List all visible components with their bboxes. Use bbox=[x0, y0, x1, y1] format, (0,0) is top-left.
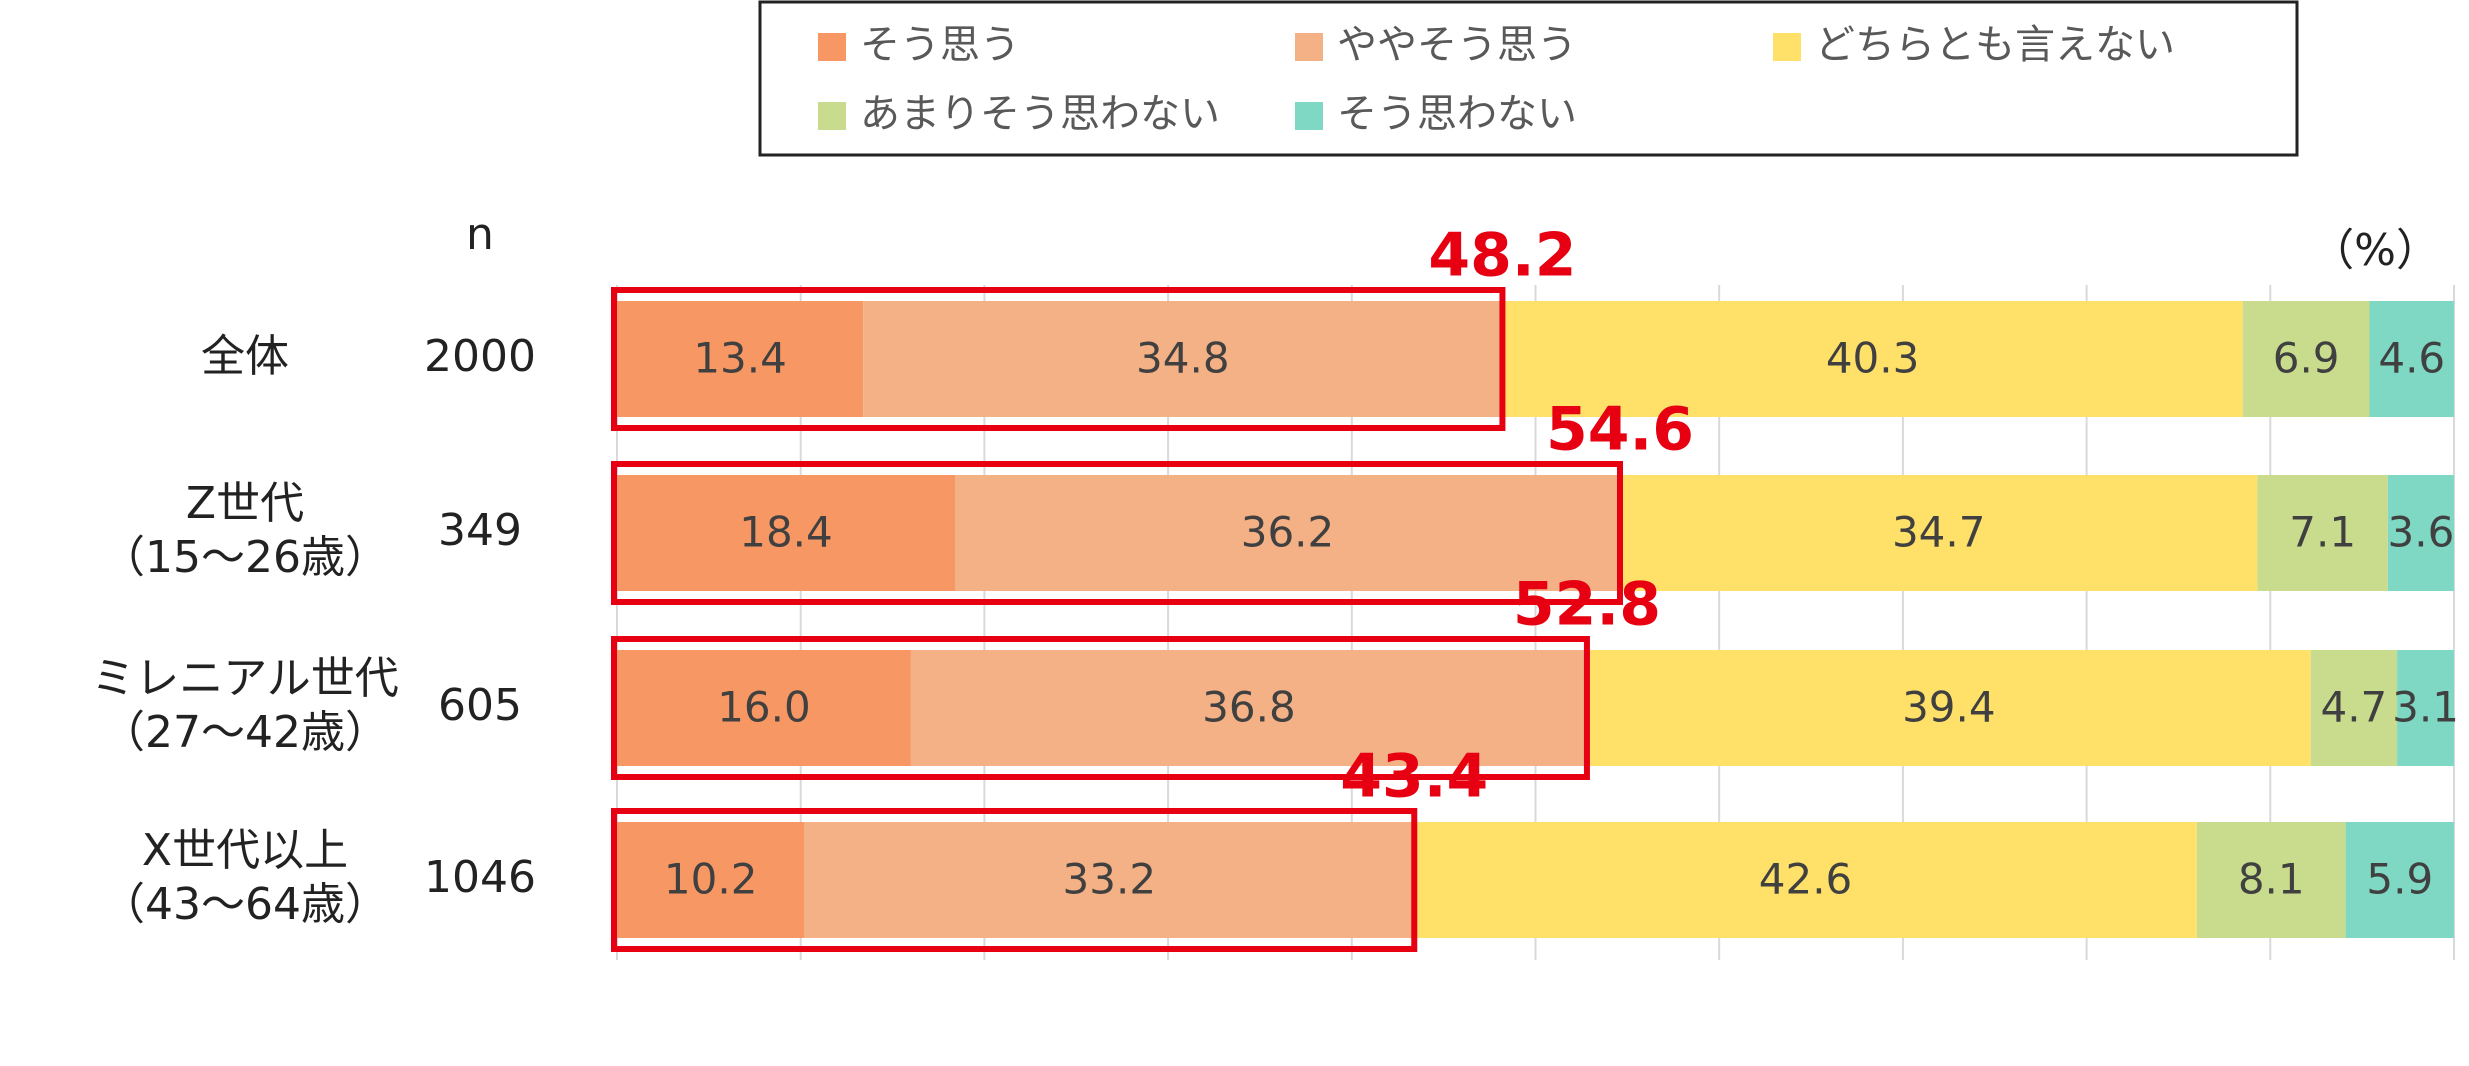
bar-segment bbox=[2369, 301, 2454, 417]
bar-segment bbox=[2196, 822, 2346, 938]
bar-segment bbox=[617, 301, 864, 417]
bar-segment bbox=[2257, 475, 2388, 591]
legend-swatch bbox=[818, 33, 846, 61]
category-label: （15〜26歳） bbox=[101, 532, 389, 583]
highlight-total: 43.4 bbox=[1340, 742, 1488, 812]
n-value: 1046 bbox=[424, 852, 536, 903]
bar-segment bbox=[2397, 650, 2454, 766]
value-label: 3.1 bbox=[2392, 683, 2459, 732]
value-label: 4.6 bbox=[2378, 334, 2445, 383]
n-value: 605 bbox=[438, 680, 522, 731]
value-label: 4.7 bbox=[2320, 683, 2387, 732]
value-label: 36.2 bbox=[1241, 508, 1335, 557]
highlight-box bbox=[611, 461, 1624, 605]
n-value: 2000 bbox=[424, 331, 536, 382]
bar-segment bbox=[617, 475, 956, 591]
value-label: 34.8 bbox=[1136, 334, 1230, 383]
bar-segment bbox=[1586, 650, 2311, 766]
bar-segment bbox=[910, 650, 1587, 766]
bar-segment bbox=[955, 475, 1621, 591]
bar-segment bbox=[2387, 475, 2454, 591]
bar-segment bbox=[2242, 301, 2370, 417]
highlight-total: 48.2 bbox=[1428, 221, 1576, 291]
unit-label: （%） bbox=[2310, 225, 2440, 276]
legend-swatch bbox=[1295, 33, 1323, 61]
highlight-box bbox=[611, 636, 1590, 780]
highlight-box bbox=[611, 808, 1418, 952]
category-label: Z世代 bbox=[186, 478, 304, 529]
value-label: 10.2 bbox=[664, 855, 758, 904]
legend-label: あまりそう思わない bbox=[860, 91, 1220, 137]
legend-box bbox=[758, 0, 2299, 157]
bar-segment bbox=[1502, 301, 2243, 417]
bar-segment bbox=[617, 650, 911, 766]
category-label: ミレニアル世代 bbox=[91, 653, 399, 704]
legend-label: ややそう思う bbox=[1337, 22, 1577, 68]
highlight-box bbox=[611, 287, 1506, 431]
bar-segment bbox=[2345, 822, 2454, 938]
category-label: （43〜64歳） bbox=[101, 879, 389, 930]
category-label: （27〜42歳） bbox=[101, 707, 389, 758]
n-value: 349 bbox=[438, 505, 522, 556]
value-label: 33.2 bbox=[1063, 855, 1157, 904]
value-label: 42.6 bbox=[1759, 855, 1853, 904]
highlight-total: 54.6 bbox=[1546, 395, 1694, 465]
legend-swatch bbox=[1295, 102, 1323, 130]
value-label: 39.4 bbox=[1902, 683, 1996, 732]
value-label: 36.8 bbox=[1202, 683, 1296, 732]
bar-segment bbox=[1620, 475, 2258, 591]
category-label: X世代以上 bbox=[142, 825, 348, 876]
category-label: 全体 bbox=[201, 331, 289, 382]
legend-label: そう思わない bbox=[1337, 91, 1577, 137]
legend-swatch bbox=[818, 102, 846, 130]
bar-segment bbox=[804, 822, 1415, 938]
value-label: 5.9 bbox=[2366, 855, 2433, 904]
n-header: n bbox=[466, 209, 494, 260]
value-label: 13.4 bbox=[693, 334, 787, 383]
value-label: 3.6 bbox=[2388, 508, 2455, 557]
highlight-total: 52.8 bbox=[1513, 570, 1661, 640]
value-label: 6.9 bbox=[2273, 334, 2340, 383]
value-label: 40.3 bbox=[1826, 334, 1920, 383]
value-label: 7.1 bbox=[2289, 508, 2356, 557]
value-label: 18.4 bbox=[739, 508, 833, 557]
bar-segment bbox=[1414, 822, 2197, 938]
value-label: 34.7 bbox=[1892, 508, 1986, 557]
legend-swatch bbox=[1773, 33, 1801, 61]
bar-segment bbox=[863, 301, 1503, 417]
legend-label: そう思う bbox=[860, 22, 1020, 68]
legend-label: どちらとも言えない bbox=[1815, 22, 2175, 68]
value-label: 8.1 bbox=[2238, 855, 2305, 904]
value-label: 16.0 bbox=[717, 683, 811, 732]
bar-segment bbox=[617, 822, 805, 938]
bar-segment bbox=[2310, 650, 2398, 766]
